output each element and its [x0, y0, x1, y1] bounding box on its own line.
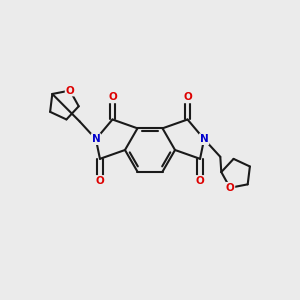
Text: O: O	[196, 176, 204, 186]
Text: O: O	[108, 92, 117, 102]
Text: N: N	[92, 134, 100, 144]
Text: O: O	[183, 92, 192, 102]
Text: N: N	[200, 134, 208, 144]
Text: O: O	[226, 183, 234, 193]
Text: O: O	[66, 85, 74, 95]
Text: O: O	[96, 176, 104, 186]
